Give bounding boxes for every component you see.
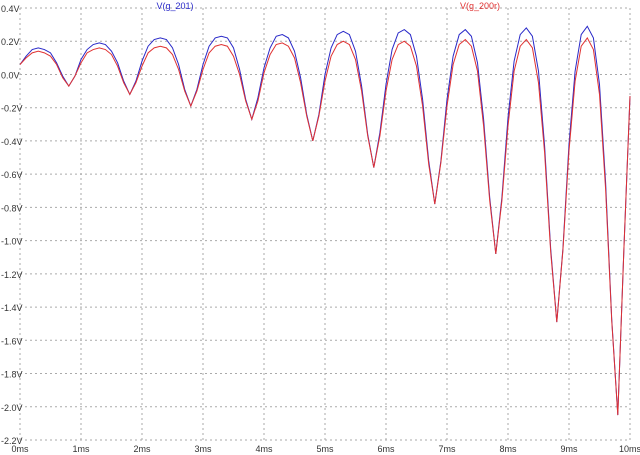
- y-tick-label: 0.2V: [1, 37, 20, 47]
- y-tick-label: -1.6V: [1, 336, 23, 346]
- x-tick-label: 1ms: [72, 444, 90, 454]
- y-tick-label: -0.4V: [1, 137, 23, 147]
- x-tick-label: 8ms: [499, 444, 517, 454]
- legend-label: V(g_201): [156, 1, 193, 11]
- y-tick-label: -2.0V: [1, 403, 23, 413]
- x-tick-label: 4ms: [255, 444, 273, 454]
- legend-label: V(g_200r): [460, 1, 500, 11]
- y-tick-label: -1.8V: [1, 370, 23, 380]
- x-tick-label: 3ms: [194, 444, 212, 454]
- y-tick-label: -0.6V: [1, 170, 23, 180]
- x-tick-label: 10ms: [619, 444, 640, 454]
- x-tick-label: 2ms: [133, 444, 151, 454]
- y-tick-label: -0.8V: [1, 203, 23, 213]
- x-tick-label: 7ms: [438, 444, 456, 454]
- y-tick-label: -1.4V: [1, 303, 23, 313]
- y-tick-label: 0.0V: [1, 70, 20, 80]
- x-tick-label: 0ms: [11, 444, 29, 454]
- series-line: [19, 25, 631, 416]
- y-tick-label: 0.4V: [1, 4, 20, 14]
- y-tick-label: -1.2V: [1, 270, 23, 280]
- x-tick-label: 5ms: [316, 444, 334, 454]
- x-tick-label: 9ms: [560, 444, 578, 454]
- y-tick-label: -2.2V: [1, 436, 23, 446]
- y-tick-label: -1.0V: [1, 237, 23, 247]
- y-tick-label: -0.2V: [1, 104, 23, 114]
- series-line: [19, 36, 631, 416]
- x-tick-label: 6ms: [377, 444, 395, 454]
